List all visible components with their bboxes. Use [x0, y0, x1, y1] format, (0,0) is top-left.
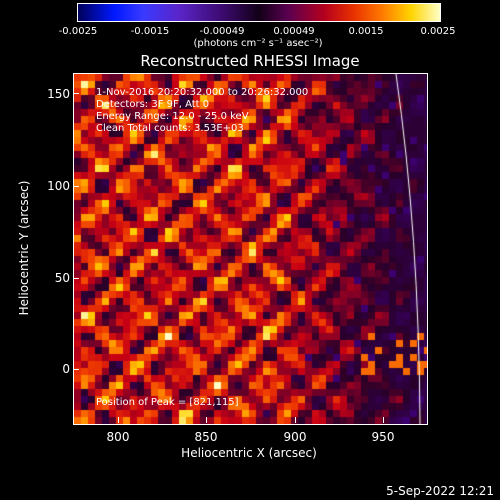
peak-position-label: Position of Peak = [821,115] [96, 397, 239, 408]
y-tick-label: 100 [47, 179, 70, 193]
y-tick-mark [73, 278, 79, 279]
colorbar-tick: -0.0025 [58, 26, 98, 37]
colorbar-units-label: (photons cm⁻² s⁻¹ asec⁻²) [193, 38, 323, 49]
colorbar-tick: 0.0025 [420, 26, 456, 37]
x-tick-label: 850 [194, 430, 218, 444]
render-timestamp: 5-Sep-2022 12:21 [386, 484, 494, 498]
x-tick-mark [383, 417, 384, 423]
x-axis-label: Heliocentric X (arcsec) [181, 446, 317, 460]
info-energy-range: Energy Range: 12.0 - 25.0 keV [96, 111, 249, 122]
info-detectors: Detectors: 3F 9F, Att 0 [96, 99, 210, 110]
y-tick-mark [73, 186, 79, 187]
y-tick-label: 50 [54, 271, 70, 285]
colorbar-tick: -0.00049 [199, 26, 245, 37]
colorbar [77, 3, 441, 22]
info-time-range: 1-Nov-2016 20:20:32.000 to 20:26:32.000 [96, 87, 309, 98]
x-tick-mark [118, 417, 119, 423]
x-tick-label: 900 [283, 430, 307, 444]
x-tick-label: 800 [106, 430, 130, 444]
rhessi-image-heatmap [74, 74, 427, 424]
y-axis-label: Heliocentric Y (arcsec) [17, 180, 31, 316]
y-tick-mark [73, 369, 79, 370]
x-tick-mark [295, 417, 296, 423]
colorbar-tick: 0.0015 [348, 26, 384, 37]
x-tick-mark [206, 417, 207, 423]
x-tick-label: 950 [371, 430, 395, 444]
y-tick-label: 150 [47, 87, 70, 101]
y-tick-label: 0 [62, 362, 70, 376]
plot-title: Reconstructed RHESSI Image [140, 52, 360, 70]
colorbar-tick: -0.0015 [130, 26, 170, 37]
colorbar-tick: 0.00049 [273, 26, 315, 37]
y-tick-mark [73, 93, 79, 94]
rhessi-image-plot [73, 73, 428, 425]
info-total-counts: Clean Total counts: 3.53E+03 [96, 123, 244, 134]
